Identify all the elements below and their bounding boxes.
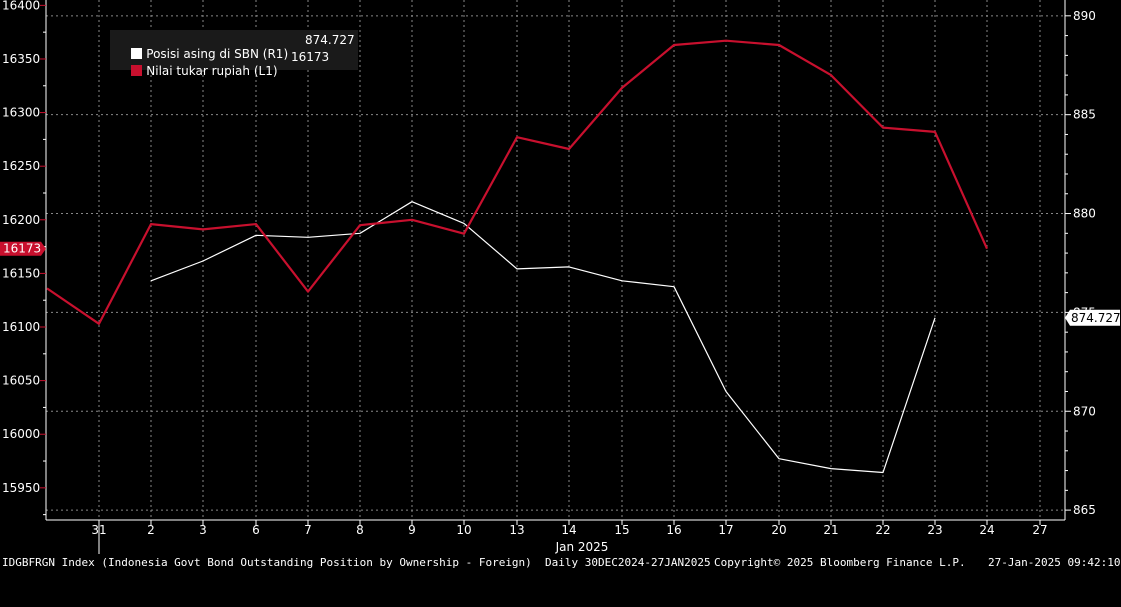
left-tick-label: 16400 [2, 0, 40, 12]
legend-value-rupiah: 16173 [291, 50, 330, 64]
x-tick-label: 21 [823, 523, 838, 537]
series-line-sbn [150, 201, 936, 474]
left-last-value-tag [0, 241, 46, 256]
x-tick-label: 23 [927, 523, 942, 537]
x-tick-label: 31 [91, 523, 106, 537]
legend-swatch-sbn [131, 48, 143, 59]
x-tick-label: 9 [408, 523, 416, 537]
footer-description: IDGBFRGN Index (Indonesia Govt Bond Outs… [2, 556, 711, 569]
left-last-value-text: 16173 [3, 242, 41, 256]
x-tick-label: 14 [561, 523, 576, 537]
legend-value-sbn: 874.727 [305, 33, 355, 47]
chart-legend: Posisi asing di SBN (R1) 874.727 Nilai t… [110, 30, 358, 78]
left-tick-label: 16150 [2, 266, 40, 280]
chart-grid [46, 0, 1065, 520]
left-tick-label: 16100 [2, 320, 40, 334]
x-tick-label: 8 [356, 523, 364, 537]
legend-label-sbn: Posisi asing di SBN (R1) [146, 47, 289, 61]
left-tick-label: 16200 [2, 213, 40, 227]
x-tick-label: 6 [252, 523, 260, 537]
x-tick-label: 22 [875, 523, 890, 537]
x-tick-label: 2 [147, 523, 155, 537]
footer-bar: IDGBFRGN Index (Indonesia Govt Bond Outs… [0, 555, 1121, 572]
series-line-rupiah [46, 39, 989, 325]
right-tick-label: 870 [1073, 404, 1096, 418]
legend-item-rupiah: Nilai tukar rupiah (L1) [116, 50, 278, 78]
x-tick-label: 10 [456, 523, 471, 537]
footer-timestamp: 27-Jan-2025 09:42:10 [988, 556, 1121, 569]
left-tick-label: 16050 [2, 374, 40, 388]
x-tick-label: 7 [304, 523, 312, 537]
right-tick-label: 880 [1073, 207, 1096, 221]
left-tick-label: 16350 [2, 52, 40, 66]
left-tick-label: 16300 [2, 106, 40, 120]
left-tick-label: 15950 [2, 481, 40, 495]
x-tick-label: 20 [771, 523, 786, 537]
footer-copyright: Copyright© 2025 Bloomberg Finance L.P. [714, 556, 966, 569]
chart-labels: 15950 16000 16050 16100 16150 16200 16250 16300… [0, 0, 1121, 554]
x-tick-label: 24 [979, 523, 994, 537]
x-tick-label: 13 [509, 523, 524, 537]
x-tick-label: 27 [1032, 523, 1047, 537]
legend-swatch-rupiah [131, 65, 143, 76]
chart: 15950 16000 16050 16100 16150 16200 16250 16300… [0, 0, 1121, 554]
x-tick-label: 16 [666, 523, 681, 537]
x-group-label: Jan 2025 [555, 540, 609, 554]
right-tick-label: 865 [1073, 503, 1096, 517]
chart-axes [40, 0, 1071, 554]
legend-label-rupiah: Nilai tukar rupiah (L1) [146, 64, 278, 78]
x-tick-label: 15 [614, 523, 629, 537]
left-tick-label: 16000 [2, 427, 40, 441]
x-tick-label: 17 [718, 523, 733, 537]
right-last-value-text: 874.727 [1071, 311, 1121, 325]
legend-item-sbn: Posisi asing di SBN (R1) [116, 33, 288, 61]
right-tick-label: 890 [1073, 9, 1096, 23]
x-tick-label: 3 [199, 523, 207, 537]
right-tick-label: 885 [1073, 108, 1096, 122]
left-tick-label: 16250 [2, 159, 40, 173]
right-last-value-tag [1065, 309, 1120, 326]
chart-lines [46, 39, 989, 474]
